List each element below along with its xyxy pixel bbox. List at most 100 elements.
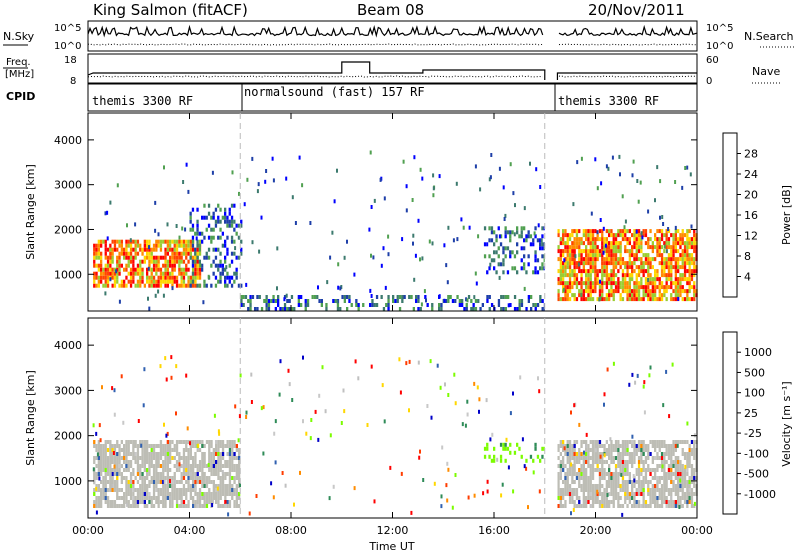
range-gate-cell xyxy=(95,247,98,252)
range-gate-cell xyxy=(520,454,523,459)
range-gate-cell xyxy=(637,289,641,294)
range-gate-cell xyxy=(285,293,288,298)
cpid-segment-1: themis 3300 RF xyxy=(92,94,193,108)
range-gate-cell xyxy=(235,464,238,468)
range-gate-cell xyxy=(228,448,232,452)
range-gate-cell xyxy=(489,437,492,442)
range-gate-cell xyxy=(587,444,590,448)
range-gate-cell xyxy=(126,502,129,507)
range-gate-cell xyxy=(557,504,560,508)
range-gate-cell xyxy=(125,448,128,452)
range-gate-cell xyxy=(187,448,190,452)
range-gate-cell xyxy=(507,303,510,308)
range-gate-cell xyxy=(104,460,107,464)
range-gate-cell xyxy=(559,472,562,476)
range-gate-cell xyxy=(219,251,222,256)
range-gate-cell xyxy=(187,464,190,468)
range-gate-cell xyxy=(211,170,214,175)
range-gate-cell xyxy=(658,456,661,460)
range-gate-cell xyxy=(237,438,240,443)
range-gate-cell xyxy=(173,488,176,492)
range-gate-cell xyxy=(589,476,592,480)
range-gate-cell xyxy=(674,241,677,246)
range-gate-cell xyxy=(470,299,473,303)
range-gate-cell xyxy=(454,401,457,406)
range-gate-cell xyxy=(642,273,645,278)
range-gate-cell xyxy=(134,456,137,460)
range-gate-cell xyxy=(141,500,144,504)
range-gate-cell xyxy=(116,452,119,456)
range-gate-cell xyxy=(594,456,597,460)
range-gate-cell xyxy=(164,275,167,280)
range-gate-cell xyxy=(677,464,680,468)
range-gate-cell xyxy=(642,269,645,274)
range-gate-cell xyxy=(626,448,629,452)
range-gate-cell xyxy=(125,452,128,456)
range-gate-cell xyxy=(614,472,618,476)
range-gate-cell xyxy=(575,297,579,302)
range-gate-cell xyxy=(217,504,220,508)
range-gate-cell xyxy=(594,241,597,246)
range-gate-cell xyxy=(614,245,618,250)
range-gate-cell xyxy=(621,476,625,480)
range-gate-cell xyxy=(102,468,105,472)
range-gate-cell xyxy=(136,496,140,500)
range-gate-cell xyxy=(566,476,569,480)
range-gate-cell xyxy=(628,277,631,282)
range-gate-cell xyxy=(239,373,242,378)
range-gate-cell xyxy=(644,444,648,448)
range-gate-cell xyxy=(665,500,668,504)
range-gate-cell xyxy=(150,283,153,288)
range-gate-cell xyxy=(93,460,96,464)
range-gate-cell xyxy=(619,172,621,177)
range-gate-cell xyxy=(575,460,579,464)
range-gate-cell xyxy=(383,196,386,201)
range-gate-cell xyxy=(111,267,114,272)
range-gate-cell xyxy=(221,243,224,248)
range-gate-cell xyxy=(603,249,606,254)
range-gate-cell xyxy=(157,283,160,288)
range-gate-cell xyxy=(440,504,443,509)
range-gate-cell xyxy=(663,500,666,504)
range-gate-cell xyxy=(654,281,657,286)
range-gate-cell xyxy=(243,202,246,207)
range-gate-cell xyxy=(152,480,156,484)
range-gate-cell xyxy=(189,251,192,256)
range-gate-cell xyxy=(608,229,611,234)
range-gate-cell xyxy=(127,452,130,456)
range-gate-cell xyxy=(686,229,689,234)
range-gate-cell xyxy=(649,261,652,266)
range-gate-cell xyxy=(635,504,638,508)
range-gate-cell xyxy=(683,297,687,302)
range-gate-cell xyxy=(580,281,583,286)
range-gate-cell xyxy=(580,249,583,254)
range-gate-cell xyxy=(591,245,595,250)
range-gate-cell xyxy=(679,468,682,472)
range-gate-cell xyxy=(534,270,537,275)
range-gate-cell xyxy=(573,440,576,444)
range-gate-cell xyxy=(564,265,567,270)
range-gate-cell xyxy=(355,303,358,307)
range-gate-cell xyxy=(658,444,661,448)
range-gate-cell xyxy=(617,245,620,250)
range-gate-cell xyxy=(527,234,530,239)
range-gate-cell xyxy=(109,476,112,480)
range-gate-cell xyxy=(628,440,631,444)
range-gate-cell xyxy=(523,266,526,271)
range-gate-cell xyxy=(166,239,169,244)
range-gate-cell xyxy=(291,398,294,402)
range-gate-cell xyxy=(230,219,234,224)
range-gate-cell xyxy=(95,444,98,448)
range-gate-cell xyxy=(601,253,604,258)
range-gate-cell xyxy=(97,440,100,444)
range-gate-cell xyxy=(143,480,146,484)
range-gate-cell xyxy=(100,488,103,492)
range-gate-cell xyxy=(210,468,213,472)
range-gate-cell xyxy=(224,211,227,216)
range-gate-cell xyxy=(559,452,562,456)
range-gate-cell xyxy=(178,460,181,464)
range-gate-cell xyxy=(420,302,423,307)
range-gate-cell xyxy=(665,488,668,492)
range-gate-cell xyxy=(166,247,169,252)
range-gate-cell xyxy=(568,277,572,282)
